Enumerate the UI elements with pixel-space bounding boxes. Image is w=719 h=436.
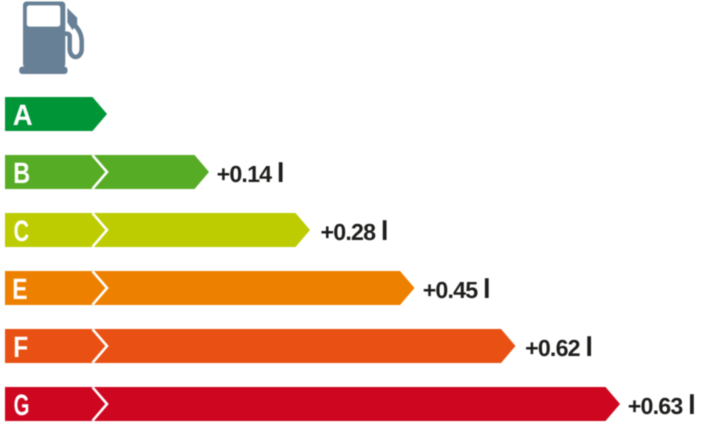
svg-text:F: F bbox=[13, 331, 28, 364]
svg-text:+0.28 l: +0.28 l bbox=[321, 215, 388, 246]
svg-text:+0.63 l: +0.63 l bbox=[628, 389, 695, 420]
svg-text:+0.45 l: +0.45 l bbox=[423, 273, 490, 304]
svg-text:+0.62 l: +0.62 l bbox=[525, 331, 592, 362]
svg-text:E: E bbox=[12, 273, 27, 306]
svg-text:C: C bbox=[14, 215, 30, 248]
svg-text:B: B bbox=[13, 157, 30, 190]
svg-text:+0.14 l: +0.14 l bbox=[217, 157, 284, 188]
svg-text:G: G bbox=[14, 389, 30, 422]
svg-text:A: A bbox=[13, 99, 33, 132]
